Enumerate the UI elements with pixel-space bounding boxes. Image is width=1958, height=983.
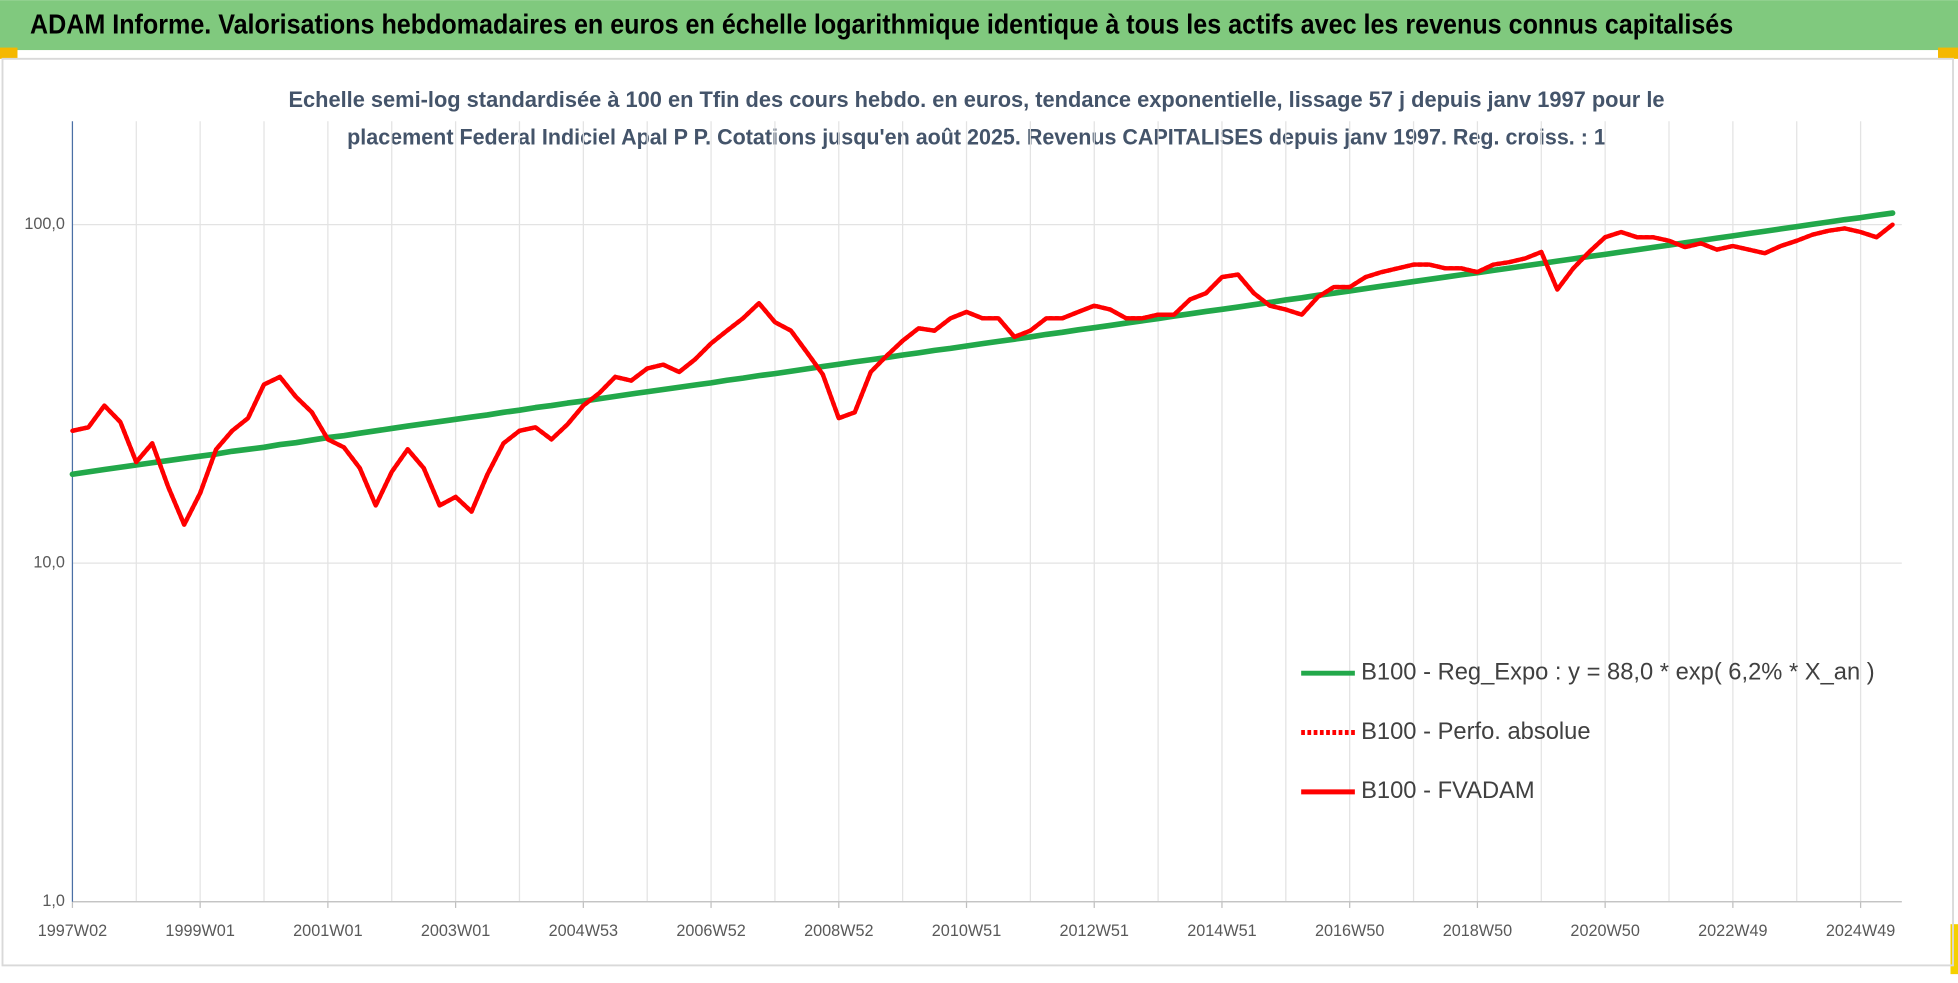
header-title: ADAM Informe. Valorisations hebdomadaire… [30,9,1733,40]
x-tick-label: 2014W51 [1187,922,1256,940]
series-line [70,222,1895,527]
plot-frame [1,57,1954,967]
y-tick-label: 1,0 [42,892,65,910]
x-tick-label: 2001W01 [293,922,362,940]
header-bar [0,0,1958,51]
x-tick-label: 2022W49 [1698,922,1767,940]
corner-marker [1938,47,1958,59]
x-tick-label: 2020W50 [1570,922,1639,940]
x-tick-label: 2024W49 [1826,922,1895,940]
x-tick-label: 1997W02 [38,922,107,940]
x-tick-label: 2016W50 [1315,922,1384,940]
x-tick-label: 2008W52 [804,922,873,940]
legend-label: B100 - Perfo. absolue [1361,719,1590,745]
x-tick-label: 2018W50 [1443,922,1512,940]
y-tick-label: 10,0 [33,553,65,571]
lines [69,210,1896,527]
legend-label: B100 - Reg_Expo : y = 88,0 * exp( 6,2% *… [1361,659,1875,685]
chart-title: placement Federal Indiciel Apal P P. Cot… [347,125,1606,150]
legend: B100 - Reg_Expo : y = 88,0 * exp( 6,2% *… [1301,659,1875,804]
series-line [69,210,1896,478]
corner-marker [0,47,18,59]
y-tick-label: 100,0 [24,215,65,233]
x-tick-label: 2012W51 [1060,922,1129,940]
x-tick-label: 2006W52 [676,922,745,940]
x-tick-label: 1999W01 [165,922,234,940]
chart-title: Echelle semi-log standardisée à 100 en T… [288,87,1664,112]
x-tick-label: 2003W01 [421,922,490,940]
grid: 1997W02 1999W01 2001W01 2003W01 2004W53 2006W… [24,121,1902,940]
x-tick-label: 2010W51 [932,922,1001,940]
corner-marker [1950,924,1958,975]
x-tick-label: 2004W53 [549,922,618,940]
legend-label: B100 - FVADAM [1361,778,1535,804]
